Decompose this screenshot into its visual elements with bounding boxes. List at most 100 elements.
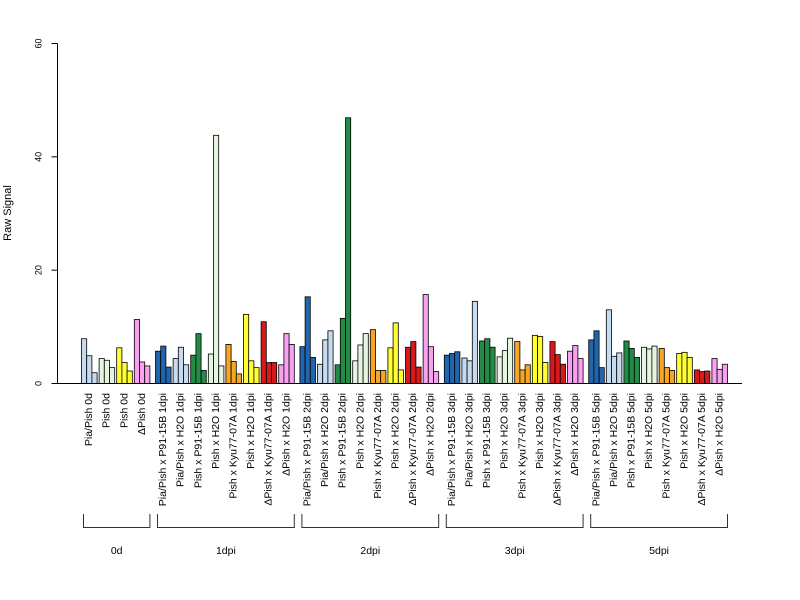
x-tick-label: Pish x Kyu77-07A 3dpi	[516, 393, 528, 499]
bar	[103, 359, 110, 384]
bar	[91, 372, 98, 384]
bar	[588, 339, 595, 384]
bar	[641, 346, 648, 384]
bar	[207, 353, 214, 384]
bar	[200, 370, 207, 384]
bar	[116, 347, 123, 384]
x-tick-label: ΔPish x Kyu77-07A 3dpi	[551, 393, 563, 506]
bar	[567, 350, 574, 384]
x-tick-label: Pia/Pish x P91-15B 2dpi	[301, 393, 313, 506]
bar	[633, 357, 640, 384]
bar	[663, 367, 670, 384]
bar	[443, 354, 450, 384]
bar	[177, 346, 184, 384]
bar	[559, 363, 566, 384]
bar	[542, 362, 549, 384]
group-label: 0d	[111, 545, 123, 557]
x-tick-label: Pish x P91-15B 5dpi	[625, 393, 637, 488]
x-tick-label: Pish x H2O 2dpi	[354, 393, 366, 469]
bar	[133, 319, 140, 384]
x-tick-label: Pia/Pish x H2O 2dpi	[319, 393, 331, 487]
bar	[183, 364, 190, 384]
bar	[243, 313, 250, 384]
bar	[681, 351, 688, 384]
bar	[711, 358, 718, 384]
bar	[265, 362, 272, 384]
x-tick-label: Pia/Pish x H2O 5dpi	[608, 393, 620, 487]
x-tick-label: ΔPish x Kyu77-07A 5dpi	[696, 393, 708, 506]
y-tick-label: 40	[34, 152, 44, 162]
x-tick-label: ΔPish x H2O 1dpi	[280, 393, 292, 476]
y-axis-label: Raw Signal	[2, 185, 14, 241]
bar	[593, 330, 600, 384]
bar	[605, 309, 612, 384]
bar	[339, 317, 346, 384]
bar	[139, 361, 146, 384]
x-tick-label: Pish x P91-15B 1dpi	[192, 393, 204, 488]
bar	[288, 343, 295, 384]
bar	[514, 341, 521, 384]
x-tick-label: Pish 0d	[101, 393, 113, 428]
bar	[405, 346, 412, 384]
bar	[190, 354, 197, 384]
bar	[616, 352, 623, 384]
group-label: 2dpi	[360, 545, 380, 557]
bar	[531, 334, 538, 384]
bar	[248, 360, 255, 384]
bars	[81, 117, 728, 384]
bar	[230, 360, 237, 384]
group-bracket	[83, 514, 151, 528]
x-tick-label: Pish x H2O 1dpi	[210, 393, 222, 469]
x-tick-label: Pish x H2O 3dpi	[499, 393, 511, 469]
bar	[433, 371, 440, 384]
bar	[461, 357, 468, 384]
bar	[676, 353, 683, 384]
bar	[484, 338, 491, 384]
bar	[317, 363, 324, 384]
x-tick-label: Pish x P91-15B 3dpi	[481, 393, 493, 488]
bar	[427, 346, 434, 384]
bar	[598, 367, 605, 384]
bar	[554, 354, 561, 384]
bar	[304, 296, 311, 384]
bar	[380, 370, 387, 384]
bar	[235, 373, 242, 384]
bar	[98, 358, 105, 384]
bar	[218, 365, 225, 384]
bar	[623, 340, 630, 384]
bar	[704, 370, 711, 384]
group-bracket	[301, 514, 440, 528]
bar	[489, 346, 496, 384]
bar	[352, 360, 359, 384]
y-tick-label: 60	[34, 38, 44, 48]
x-tick-label: Pish x H2O 2dpi	[389, 393, 401, 469]
bar	[651, 345, 658, 384]
bar	[397, 369, 404, 384]
x-tick-label: ΔPish 0d	[136, 393, 148, 435]
bar	[86, 355, 93, 384]
bar	[519, 369, 526, 384]
y-tick-label: 20	[34, 265, 44, 275]
group-label: 1dpi	[216, 545, 236, 557]
bar	[537, 336, 544, 384]
bar	[721, 363, 728, 384]
x-tick-label: Pish x P91-15B 2dpi	[337, 393, 349, 488]
bar	[716, 368, 723, 384]
bar	[646, 348, 653, 384]
x-tick-label: Pish x Kyu77-07A 1dpi	[227, 393, 239, 499]
bar	[479, 340, 486, 384]
x-tick-label: ΔPish x Kyu77-07A 1dpi	[263, 393, 275, 506]
bar	[549, 341, 556, 384]
x-tick-labels: Pia/Pish 0d Pish 0d Pish 0d ΔPish 0d Pia/Pis…	[83, 393, 725, 506]
x-tick-label: Pish x H2O 5dpi	[643, 393, 655, 469]
bar	[471, 300, 478, 384]
bar	[357, 344, 364, 384]
bar	[327, 330, 334, 384]
bar	[454, 351, 461, 384]
bar	[160, 345, 167, 384]
bar	[225, 343, 232, 384]
x-tick-label: Pia/Pish x H2O 3dpi	[463, 393, 475, 487]
bar	[422, 294, 429, 384]
bar	[658, 347, 665, 384]
bar	[109, 367, 116, 384]
